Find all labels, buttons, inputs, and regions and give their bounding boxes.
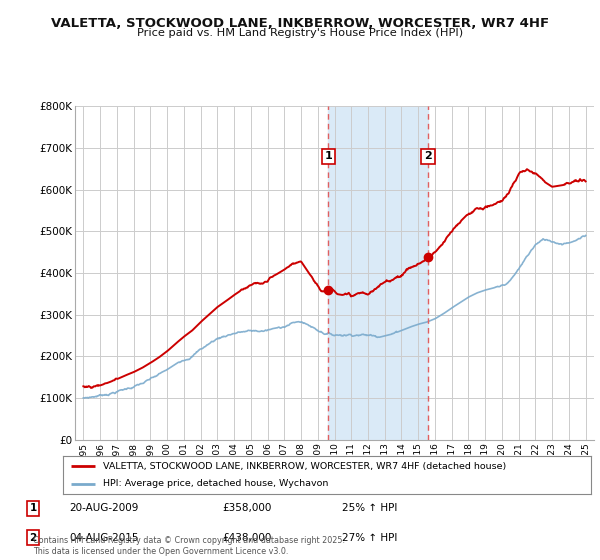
Text: 20-AUG-2009: 20-AUG-2009 — [69, 503, 139, 514]
Text: 1: 1 — [29, 503, 37, 514]
Text: 2: 2 — [424, 151, 432, 161]
Text: 04-AUG-2015: 04-AUG-2015 — [69, 533, 139, 543]
Text: 1: 1 — [325, 151, 332, 161]
Text: £438,000: £438,000 — [222, 533, 271, 543]
Text: £358,000: £358,000 — [222, 503, 271, 514]
Text: VALETTA, STOCKWOOD LANE, INKBERROW, WORCESTER, WR7 4HF (detached house): VALETTA, STOCKWOOD LANE, INKBERROW, WORC… — [103, 461, 506, 470]
Text: Contains HM Land Registry data © Crown copyright and database right 2025.
This d: Contains HM Land Registry data © Crown c… — [33, 536, 345, 556]
Text: 27% ↑ HPI: 27% ↑ HPI — [342, 533, 397, 543]
Bar — [328, 106, 428, 440]
Text: 25% ↑ HPI: 25% ↑ HPI — [342, 503, 397, 514]
Text: HPI: Average price, detached house, Wychavon: HPI: Average price, detached house, Wych… — [103, 479, 328, 488]
Text: VALETTA, STOCKWOOD LANE, INKBERROW, WORCESTER, WR7 4HF: VALETTA, STOCKWOOD LANE, INKBERROW, WORC… — [51, 17, 549, 30]
Text: Price paid vs. HM Land Registry's House Price Index (HPI): Price paid vs. HM Land Registry's House … — [137, 28, 463, 38]
Text: 2: 2 — [29, 533, 37, 543]
